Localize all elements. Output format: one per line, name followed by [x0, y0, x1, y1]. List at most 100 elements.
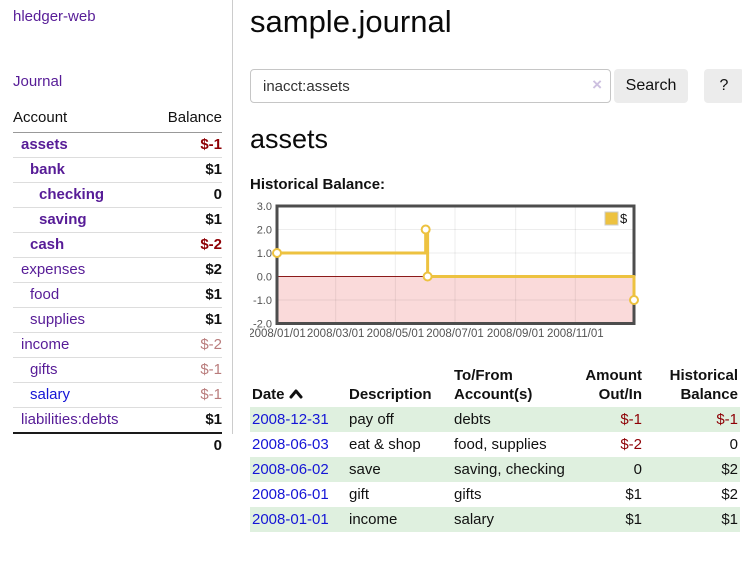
register-col-accounts-line2: Account(s) — [454, 386, 533, 403]
account-row: supplies $1 — [13, 307, 222, 333]
data-point-marker — [272, 248, 282, 258]
account-row: gifts $-1 — [13, 357, 222, 383]
transaction-accounts: food, supplies — [454, 436, 547, 453]
sort-ascending-icon — [289, 389, 303, 399]
accounts-total-spacer — [13, 432, 152, 458]
account-link[interactable]: income — [21, 336, 70, 353]
account-balance: $-2 — [151, 332, 222, 358]
accounts-total-value: 0 — [151, 432, 222, 458]
register-col-amount-line2: Out/In — [598, 386, 642, 403]
account-row: saving $1 — [13, 207, 222, 233]
register-col-accounts: To/From Account(s) — [452, 364, 574, 407]
y-axis-tick-label: 0.0 — [257, 272, 272, 284]
transaction-balance: $-1 — [716, 411, 738, 428]
account-balance: $1 — [151, 407, 222, 433]
x-axis-tick-label: 2008/11/01 — [547, 328, 604, 340]
account-balance: $-1 — [200, 136, 222, 153]
register-col-date-label: Date — [252, 386, 285, 403]
account-row: liabilities:debts $1 — [13, 407, 222, 433]
transaction-balance: 0 — [729, 436, 738, 453]
account-row: food $1 — [13, 282, 222, 308]
account-row: checking 0 — [13, 182, 222, 208]
search-button[interactable]: Search — [614, 69, 688, 103]
transaction-amount: $1 — [625, 511, 642, 528]
transaction-row: 2008-06-01 gift gifts $1 $2 — [250, 482, 740, 507]
nav-journal-link[interactable]: Journal — [13, 73, 63, 90]
account-link[interactable]: expenses — [21, 261, 86, 278]
accounts-header-row: Account Balance — [13, 109, 222, 133]
x-axis-tick-label: 2008/09/01 — [487, 328, 545, 340]
account-row: salary $-1 — [13, 382, 222, 408]
legend-label: $ — [620, 211, 628, 226]
search-form: × Search ? — [250, 69, 742, 103]
account-row: cash $-2 — [13, 232, 222, 258]
sidebar-divider — [232, 0, 233, 434]
account-link[interactable]: bank — [30, 161, 66, 178]
search-help-button[interactable]: ? — [704, 69, 742, 103]
register-col-accounts-line1: To/From — [454, 367, 513, 384]
search-input[interactable] — [250, 69, 611, 103]
register-col-amount-line1: Amount — [585, 367, 642, 384]
data-point-marker — [420, 224, 431, 235]
main-content: sample.journal × Search ? assets Histori… — [233, 0, 742, 582]
accounts-col-balance: Balance — [151, 109, 222, 133]
register-col-date[interactable]: Date — [250, 364, 347, 407]
transaction-description: pay off — [349, 411, 394, 428]
y-axis-tick-label: -2.0 — [253, 319, 272, 331]
account-link[interactable]: salary — [30, 386, 71, 403]
transaction-date-link[interactable]: 2008-06-03 — [252, 436, 329, 453]
transaction-date-link[interactable]: 2008-06-02 — [252, 461, 329, 478]
accounts-table: Account Balance assets $-1 bank $1 checking 0… — [13, 109, 222, 458]
accounts-total-row: 0 — [13, 432, 222, 458]
account-row: income $-2 — [13, 332, 222, 358]
account-link[interactable]: checking — [39, 186, 105, 203]
account-balance: 0 — [151, 182, 222, 208]
clear-search-icon[interactable]: × — [592, 75, 602, 94]
x-axis-tick-label: 2008/07/01 — [426, 328, 484, 340]
account-balance: $2 — [151, 257, 222, 283]
transaction-description: eat & shop — [349, 436, 421, 453]
accounts-col-account: Account — [13, 109, 152, 133]
data-point-marker — [629, 295, 639, 305]
account-link[interactable]: assets — [21, 136, 68, 153]
account-heading: assets — [250, 124, 329, 154]
transaction-balance: $1 — [721, 511, 738, 528]
legend-swatch — [604, 211, 619, 226]
account-balance: $1 — [151, 157, 222, 183]
account-balance: $1 — [151, 207, 222, 233]
register-header-row: Date Description To/From Account(s) Amoun… — [250, 364, 740, 407]
register-col-amount: Amount Out/In — [574, 364, 644, 407]
historical-balance-chart: $3.0 2.0 1.0 0.0 -1.0 -2.0 2008/01/01 2008/03/0… — [250, 200, 742, 346]
transaction-date-link[interactable]: 2008-12-31 — [252, 411, 329, 428]
transaction-date-link[interactable]: 2008-06-01 — [252, 486, 329, 503]
x-axis-tick-label: 2008/01/01 — [250, 328, 306, 340]
account-link[interactable]: cash — [30, 236, 65, 253]
y-axis-tick-label: -1.0 — [253, 295, 272, 307]
transaction-description: income — [349, 511, 398, 528]
account-link[interactable]: food — [30, 286, 60, 303]
transaction-description: save — [349, 461, 381, 478]
y-axis-tick-label: 2.0 — [257, 225, 272, 237]
search-input-wrap: × — [250, 69, 611, 103]
x-axis-tick-label: 2008/03/01 — [307, 328, 365, 340]
transaction-amount: $1 — [625, 486, 642, 503]
transaction-row: 2008-06-03 eat & shop food, supplies $-2 0 — [250, 432, 740, 457]
app-title-link[interactable]: hledger-web — [13, 8, 96, 25]
transaction-description: gift — [349, 486, 370, 503]
account-link[interactable]: gifts — [30, 361, 58, 378]
transaction-date-link[interactable]: 2008-01-01 — [252, 511, 329, 528]
account-balance: $-2 — [151, 232, 222, 258]
transaction-amount: 0 — [633, 461, 642, 478]
transaction-accounts: gifts — [454, 486, 482, 503]
transaction-balance: $2 — [721, 461, 738, 478]
transaction-amount: $-1 — [620, 411, 642, 428]
account-link[interactable]: liabilities:debts — [21, 411, 119, 428]
data-point-marker — [422, 271, 433, 282]
account-link[interactable]: supplies — [30, 311, 86, 328]
account-link[interactable]: saving — [39, 211, 87, 228]
register-col-balance: Historical Balance — [644, 364, 740, 407]
account-balance: $1 — [151, 307, 222, 333]
register-col-description: Description — [349, 386, 432, 403]
